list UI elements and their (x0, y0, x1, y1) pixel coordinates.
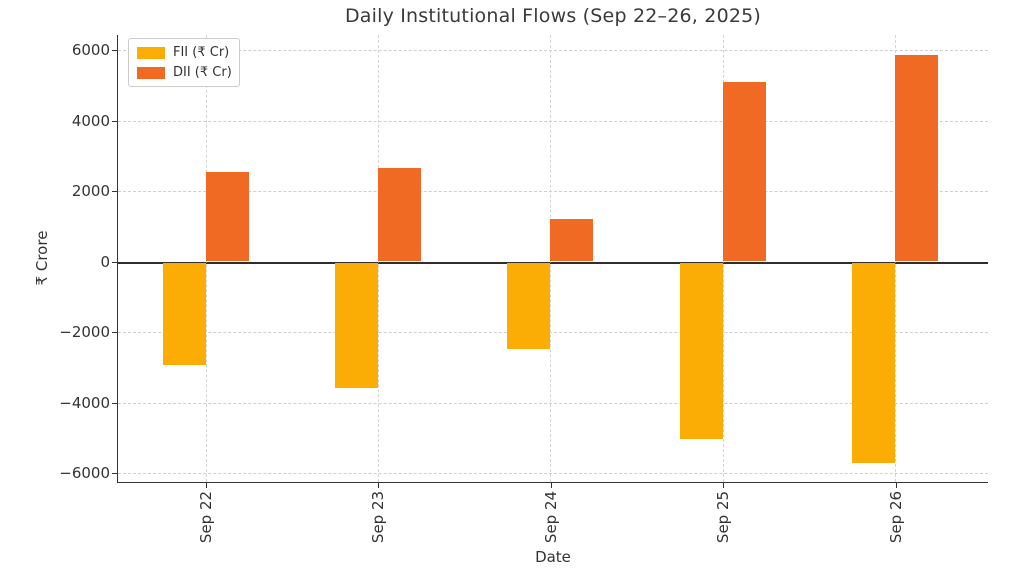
bar-dii-sep-22 (205, 171, 249, 262)
y-tick-label: 0 (100, 252, 110, 271)
legend-label-dii: DII (₹ Cr) (173, 65, 232, 80)
y-tick-mark (112, 191, 118, 192)
x-tick-label: Sep 23 (369, 490, 388, 544)
gridline-horizontal (117, 50, 988, 51)
y-tick-mark (112, 402, 118, 404)
x-tick-mark (723, 482, 725, 488)
legend: FII (₹ Cr) DII (₹ Cr) (128, 38, 240, 87)
y-tick-label: 4000 (71, 111, 110, 130)
y-tick-mark (112, 332, 118, 333)
y-tick-mark (112, 473, 118, 474)
bar-fii-sep-23 (334, 262, 378, 388)
gridline-horizontal (117, 120, 988, 122)
gridline-horizontal (117, 191, 988, 192)
bar-dii-sep-26 (895, 55, 938, 262)
gridline-horizontal (117, 402, 988, 404)
x-tick-label: Sep 25 (714, 490, 733, 544)
legend-item-dii: DII (₹ Cr) (137, 65, 232, 80)
bar-fii-sep-22 (162, 262, 206, 365)
x-tick-label: Sep 24 (541, 490, 560, 544)
plot-area (116, 35, 988, 483)
gridline-horizontal (117, 473, 988, 474)
y-tick-label: −6000 (59, 464, 110, 482)
chart-title: Daily Institutional Flows (Sep 22–26, 20… (344, 5, 762, 27)
bar-dii-sep-24 (550, 219, 594, 262)
fii-color-swatch (137, 46, 165, 59)
y-tick-mark (112, 50, 118, 51)
legend-item-fii: FII (₹ Cr) (137, 45, 231, 60)
x-tick-mark (550, 482, 552, 488)
x-tick-mark (895, 482, 897, 488)
x-tick-mark (378, 482, 380, 488)
bar-fii-sep-26 (852, 262, 895, 464)
y-tick-label: −4000 (59, 393, 110, 412)
bar-dii-sep-23 (377, 168, 421, 262)
x-tick-label: Sep 22 (197, 490, 215, 544)
bar-dii-sep-25 (722, 81, 766, 262)
y-tick-label: −2000 (59, 323, 110, 341)
legend-label-fii: FII (₹ Cr) (173, 45, 230, 60)
y-tick-label: 6000 (71, 41, 110, 59)
bar-fii-sep-25 (679, 262, 723, 439)
x-tick-label: Sep 26 (886, 490, 905, 544)
bar-fii-sep-24 (507, 262, 551, 349)
zero-line (117, 261, 988, 264)
x-tick-mark (206, 482, 207, 488)
gridline-horizontal (117, 332, 988, 333)
y-tick-mark (112, 120, 118, 122)
dii-color-swatch (137, 66, 165, 79)
y-tick-mark (112, 261, 118, 263)
x-axis-label: Date (535, 548, 571, 566)
y-tick-label: 2000 (71, 182, 110, 200)
